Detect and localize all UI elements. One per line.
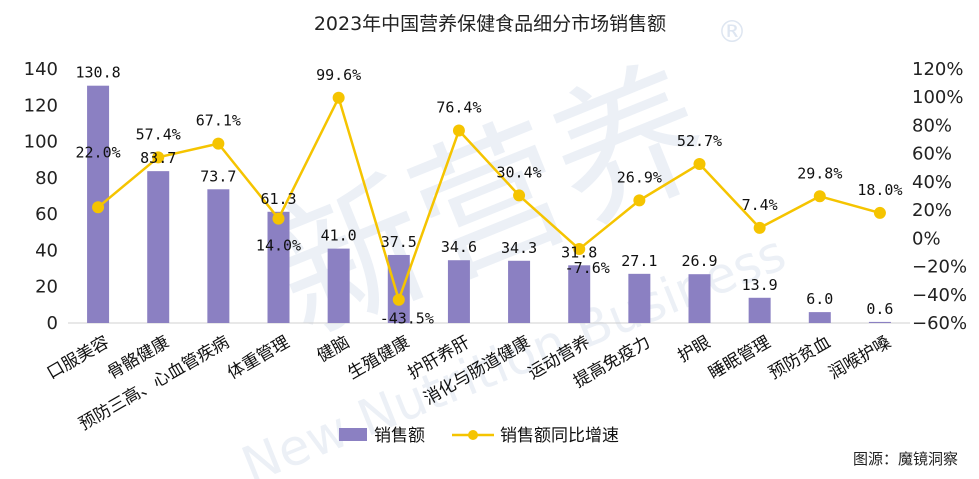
bar-value-label: 27.1 — [621, 252, 657, 270]
x-category-label: 护眼 — [675, 332, 714, 366]
growth-point — [332, 91, 345, 104]
bar — [207, 189, 230, 323]
watermark-registered-mark: ® — [717, 15, 747, 50]
y-right-tick-label: 20% — [912, 200, 952, 221]
bar — [267, 211, 290, 323]
bar-value-label: 83.7 — [140, 149, 176, 167]
y-right-tick-label: −40% — [912, 285, 967, 306]
growth-point — [92, 201, 105, 214]
bar-value-label: 26.9 — [681, 252, 717, 270]
bar-value-label: 34.6 — [441, 238, 477, 256]
growth-value-label: 67.1% — [196, 112, 241, 130]
y-right-tick-label: 60% — [912, 144, 952, 165]
growth-point — [272, 212, 285, 225]
bar-value-label: 0.6 — [866, 300, 893, 318]
bar — [808, 312, 831, 323]
growth-point — [573, 243, 586, 256]
x-category-label: 体重管理 — [224, 332, 293, 383]
y-axis-left: 0 20 40 60 80 100 120 140 — [24, 59, 58, 334]
growth-value-label: 18.0% — [857, 181, 902, 199]
growth-value-label: 57.4% — [136, 125, 181, 143]
chart-title: 2023年中国营养保健食品细分市场销售额 — [314, 13, 666, 35]
bar — [568, 265, 591, 323]
x-category-label: 睡眠管理 — [705, 332, 774, 383]
growth-point — [392, 293, 405, 306]
bar — [868, 321, 891, 323]
bar-value-label: 41.0 — [321, 227, 357, 245]
bar — [387, 254, 410, 323]
bar — [748, 297, 771, 323]
data-labels: 130.8 83.7 73.7 61.3 41.0 37.5 34.6 34.3 31.8 27.… — [75, 64, 902, 328]
growth-point — [152, 151, 165, 164]
bar-value-label: 34.3 — [501, 239, 537, 257]
legend-line-label: 销售额同比增速 — [500, 426, 619, 446]
y-left-tick-label: 20 — [35, 277, 58, 298]
legend-line-marker — [468, 430, 478, 440]
growth-value-label: 14.0% — [256, 237, 301, 255]
growth-point — [212, 137, 225, 150]
growth-value-label: -43.5% — [380, 310, 434, 328]
x-category-label: 预防贫血 — [765, 332, 834, 383]
growth-value-label: 76.4% — [436, 99, 481, 117]
y-right-tick-label: −60% — [912, 313, 967, 334]
bar — [688, 274, 711, 323]
y-left-tick-label: 80 — [35, 168, 58, 189]
bar — [147, 171, 170, 323]
bar-value-label: 31.8 — [561, 243, 597, 261]
source-note: 图源：魔镜洞察 — [853, 450, 958, 468]
legend-bar-swatch — [339, 428, 367, 441]
line-series — [92, 91, 886, 306]
y-left-tick-label: 140 — [24, 59, 58, 80]
bar — [508, 260, 531, 323]
growth-point — [873, 206, 886, 219]
y-left-tick-label: 0 — [47, 313, 58, 334]
growth-point — [452, 124, 465, 137]
growth-value-label: 52.7% — [677, 132, 722, 150]
bar — [447, 260, 470, 323]
bar-value-label: 61.3 — [260, 190, 296, 208]
y-right-tick-label: 40% — [912, 172, 952, 193]
bar — [628, 273, 651, 323]
growth-point — [813, 190, 826, 203]
bar-value-label: 130.8 — [75, 64, 120, 82]
growth-point — [693, 157, 706, 170]
growth-value-label: 26.9% — [617, 168, 662, 186]
bar-value-label: 37.5 — [381, 233, 417, 251]
y-left-tick-label: 40 — [35, 240, 58, 261]
growth-point — [753, 221, 766, 234]
growth-value-label: 30.4% — [496, 163, 541, 181]
y-left-tick-label: 120 — [24, 95, 58, 116]
growth-value-label: 22.0% — [75, 143, 120, 161]
bar-value-label: 73.7 — [200, 167, 236, 185]
growth-point — [633, 194, 646, 207]
legend-bar-label: 销售额 — [374, 426, 425, 446]
y-left-tick-label: 100 — [24, 132, 58, 153]
y-right-tick-label: 100% — [912, 87, 963, 108]
y-right-tick-label: 80% — [912, 115, 952, 136]
legend: 销售额 销售额同比增速 — [339, 426, 619, 446]
bar — [327, 248, 350, 323]
bar-value-label: 6.0 — [806, 290, 833, 308]
growth-line — [97, 96, 881, 301]
y-left-tick-label: 60 — [35, 204, 58, 225]
x-category-label: 润喉护嗓 — [826, 332, 895, 383]
growth-point — [513, 189, 526, 202]
growth-value-label: 7.4% — [742, 196, 778, 214]
growth-value-label: -7.6% — [565, 259, 610, 277]
y-right-tick-label: 0% — [912, 228, 941, 249]
y-right-tick-label: −20% — [912, 257, 967, 278]
y-axis-right: −60% −40% −20% 0% 20% 40% 60% 80% 100% 120% — [912, 59, 967, 334]
bar-value-label: 13.9 — [742, 276, 778, 294]
growth-value-label: 99.6% — [316, 66, 361, 84]
growth-value-label: 29.8% — [797, 164, 842, 182]
y-right-tick-label: 120% — [912, 59, 963, 80]
x-category-label: 口服美容 — [44, 332, 113, 383]
